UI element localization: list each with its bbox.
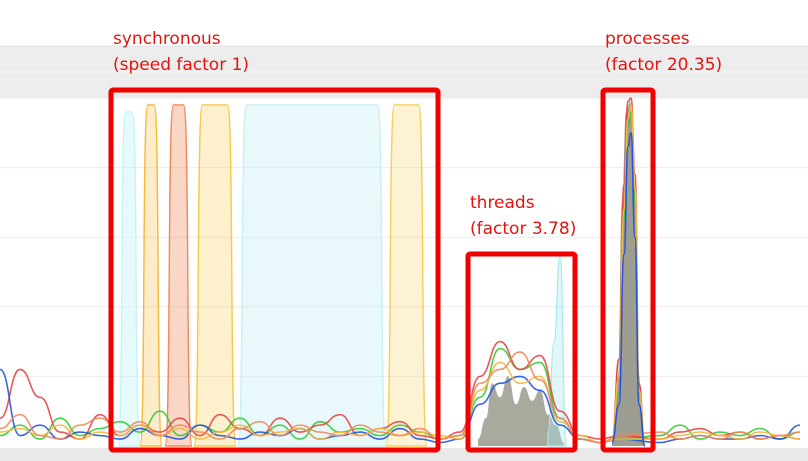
series-line-4	[0, 351, 801, 444]
gridlines	[0, 97, 808, 377]
plateau-3	[193, 104, 237, 447]
plateau-1	[139, 104, 163, 447]
phase-sublabel-2: (factor 20.35)	[605, 55, 722, 75]
series-line-3	[0, 361, 801, 444]
phase-label-0: synchronous	[113, 29, 221, 49]
synchronous-plateaus	[117, 104, 428, 447]
plateau-5	[385, 104, 428, 447]
series-lines	[0, 97, 801, 447]
phase-annotations: synchronous (speed factor 1) threads (facto…	[108, 29, 722, 453]
plateau-0	[117, 111, 141, 447]
plateau-2	[164, 104, 193, 447]
phase-sublabel-0: (speed factor 1)	[113, 55, 249, 75]
phase-box-1	[465, 251, 578, 453]
phase-box-0	[108, 87, 441, 453]
phase-label-2: processes	[605, 29, 690, 49]
phase-sublabel-1: (factor 3.78)	[470, 219, 576, 239]
series-line-2	[0, 368, 801, 444]
series-line-0	[0, 347, 801, 444]
threads-area	[478, 376, 564, 446]
plateau-4	[237, 104, 387, 447]
processes-line-3	[611, 131, 646, 447]
phase-box-2	[600, 87, 656, 453]
phase-label-1: threads	[470, 193, 535, 213]
